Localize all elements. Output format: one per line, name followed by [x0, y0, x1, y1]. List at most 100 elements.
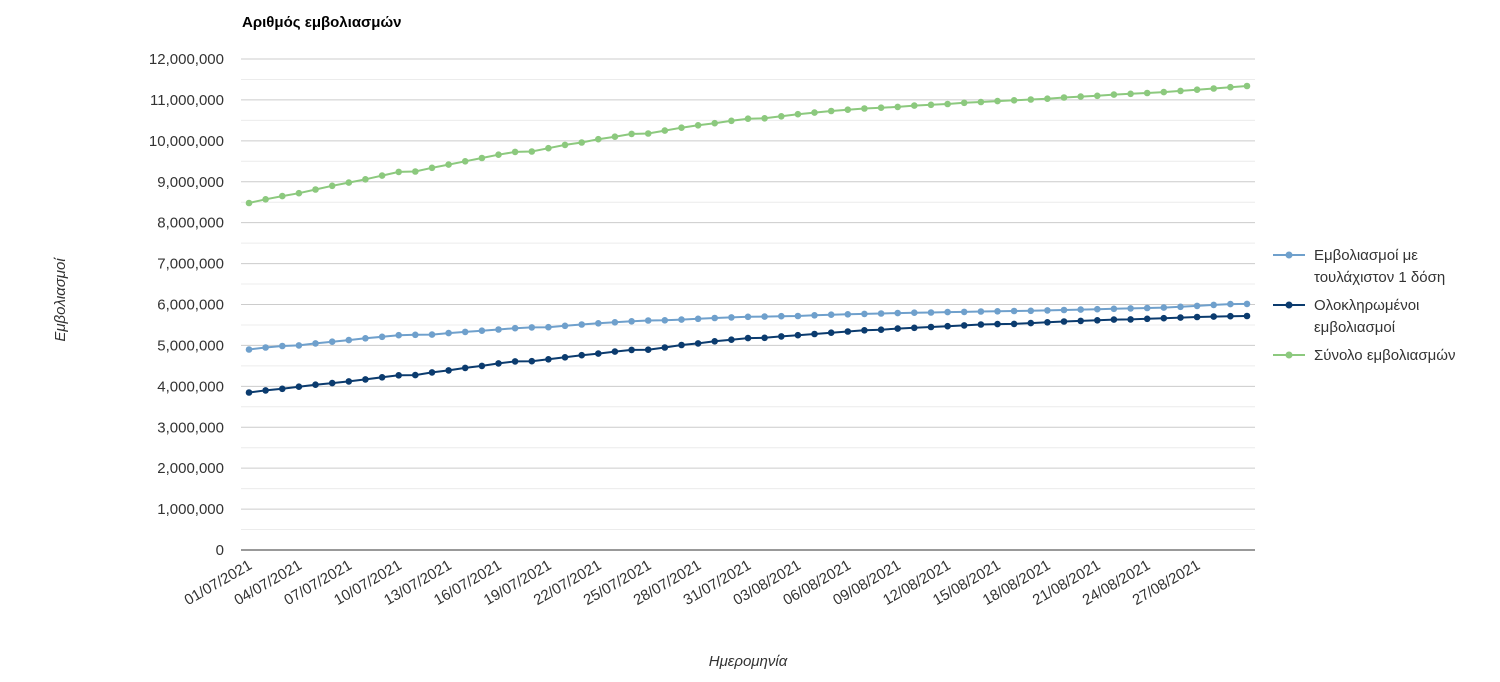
data-point [378, 333, 386, 341]
data-point [694, 315, 702, 323]
data-point [794, 110, 802, 118]
data-point [362, 376, 369, 383]
data-point [395, 331, 403, 339]
y-tick-label: 0 [216, 542, 224, 559]
y-tick-label: 10,000,000 [149, 133, 224, 150]
data-point [1094, 305, 1101, 313]
data-point [312, 186, 319, 193]
data-point [345, 179, 353, 186]
data-point [528, 357, 536, 365]
y-tick-label: 9,000,000 [157, 174, 224, 191]
y-tick-label: 3,000,000 [157, 419, 224, 436]
y-tick-label: 5,000,000 [157, 337, 224, 354]
data-point [611, 133, 619, 140]
data-point [445, 329, 452, 337]
data-point [1227, 312, 1234, 320]
data-point [445, 367, 452, 374]
data-point [378, 374, 386, 381]
data-point [744, 334, 752, 342]
data-point [1143, 315, 1151, 323]
data-point [977, 321, 985, 328]
data-point [794, 331, 802, 339]
series-line [248, 315, 1248, 394]
legend-label: Σύνολο εμβολιασμών [1314, 347, 1455, 364]
data-point [578, 321, 585, 328]
data-point [611, 319, 619, 326]
chart-title: Αριθμός εμβολιασμών [242, 14, 402, 31]
x-axis-label: Ημερομηνία [709, 653, 788, 670]
data-point [1127, 305, 1134, 312]
data-point [1077, 317, 1084, 325]
data-point [1177, 303, 1184, 311]
data-point [728, 314, 735, 321]
data-point [678, 124, 685, 131]
data-point [428, 331, 436, 338]
series-line [248, 85, 1248, 204]
data-point [794, 312, 802, 320]
legend-item-3: Σύνολο εμβολιασμών [1273, 347, 1455, 364]
data-point [345, 336, 353, 344]
data-point [1193, 313, 1201, 321]
data-point [412, 168, 419, 175]
data-point [811, 312, 818, 319]
data-point [1060, 318, 1068, 325]
data-point [428, 164, 436, 172]
data-point [628, 130, 635, 138]
data-point [1243, 312, 1251, 320]
data-point [661, 127, 669, 134]
y-axis-ticks: 0 1,000,000 2,000,000 3,000,000 4,000,000 5,0… [149, 51, 224, 559]
data-point [628, 318, 635, 325]
y-tick-label: 7,000,000 [157, 256, 224, 273]
legend-swatch-marker [1285, 251, 1293, 259]
data-point [511, 148, 519, 156]
series-3 [245, 82, 1251, 207]
data-point [362, 176, 369, 183]
data-point [811, 109, 818, 116]
data-point [461, 328, 469, 336]
data-point [778, 113, 785, 120]
data-point [861, 105, 868, 112]
data-point [1227, 83, 1234, 91]
data-point [1143, 304, 1151, 312]
data-point [927, 309, 935, 316]
data-point [328, 182, 336, 190]
data-point [1227, 300, 1234, 308]
data-point [661, 344, 669, 351]
data-point [744, 313, 752, 321]
series-group [245, 82, 1251, 396]
data-point [944, 308, 951, 316]
data-point [911, 309, 918, 317]
legend-label: εμβολιασμοί [1314, 319, 1396, 336]
data-point [595, 320, 602, 327]
data-point [778, 312, 785, 320]
y-tick-label: 4,000,000 [157, 378, 224, 395]
data-point [561, 322, 569, 330]
data-point [861, 327, 868, 334]
legend-swatch-marker [1285, 351, 1293, 359]
y-tick-label: 2,000,000 [157, 460, 224, 477]
data-point [827, 329, 835, 337]
data-point [345, 378, 353, 385]
data-point [1077, 93, 1084, 100]
data-point [328, 379, 336, 387]
data-point [561, 141, 569, 149]
data-point [511, 324, 519, 332]
data-point [744, 115, 752, 122]
data-point [279, 192, 286, 200]
data-point [245, 199, 253, 207]
data-point [495, 151, 502, 158]
legend: Εμβολιασμοί με τουλάχιστον 1 δόση Ολοκληρω… [1273, 247, 1455, 364]
data-point [461, 158, 469, 165]
data-point [245, 346, 253, 353]
data-point [661, 317, 669, 324]
data-point [994, 97, 1001, 105]
data-point [1177, 314, 1184, 321]
data-point [977, 98, 985, 106]
x-axis-ticks: 01/07/202104/07/202107/07/202110/07/2021… [181, 557, 1203, 609]
data-point [728, 336, 735, 344]
data-point [262, 196, 269, 203]
data-point [1094, 317, 1101, 324]
data-point [1044, 319, 1051, 326]
data-point [877, 326, 885, 334]
grid [241, 58, 1255, 551]
